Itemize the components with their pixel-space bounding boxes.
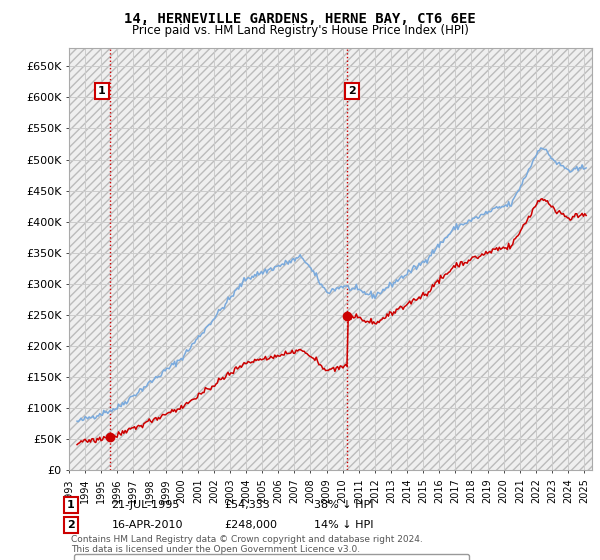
- Text: 1: 1: [98, 86, 106, 96]
- Text: 2: 2: [348, 86, 356, 96]
- Text: £54,333: £54,333: [224, 500, 269, 510]
- Text: £248,000: £248,000: [224, 520, 277, 530]
- Text: 38% ↓ HPI: 38% ↓ HPI: [314, 500, 373, 510]
- Text: 21-JUL-1995: 21-JUL-1995: [112, 500, 180, 510]
- Text: 14% ↓ HPI: 14% ↓ HPI: [314, 520, 373, 530]
- Text: 1: 1: [67, 500, 74, 510]
- Legend: 14, HERNEVILLE GARDENS, HERNE BAY, CT6 6EE (detached house), HPI: Average price,: 14, HERNEVILLE GARDENS, HERNE BAY, CT6 6…: [74, 554, 469, 560]
- Text: 14, HERNEVILLE GARDENS, HERNE BAY, CT6 6EE: 14, HERNEVILLE GARDENS, HERNE BAY, CT6 6…: [124, 12, 476, 26]
- Text: 16-APR-2010: 16-APR-2010: [112, 520, 183, 530]
- Text: 2: 2: [67, 520, 74, 530]
- Text: Price paid vs. HM Land Registry's House Price Index (HPI): Price paid vs. HM Land Registry's House …: [131, 24, 469, 36]
- Text: Contains HM Land Registry data © Crown copyright and database right 2024.
This d: Contains HM Land Registry data © Crown c…: [71, 535, 422, 554]
